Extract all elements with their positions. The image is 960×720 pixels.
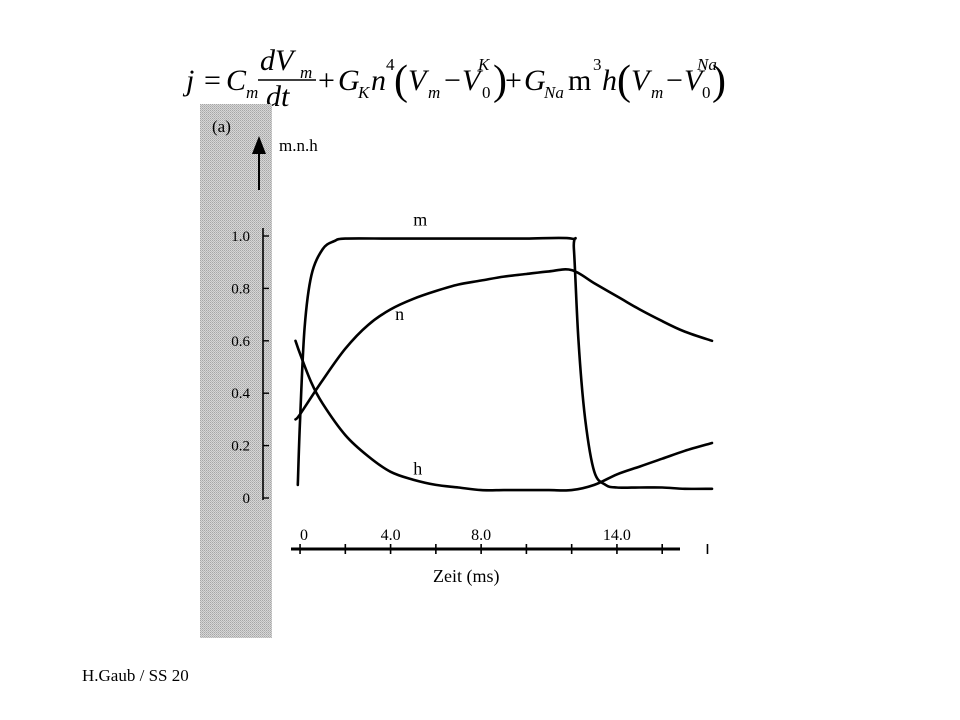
- eq-gna-sub: Na: [543, 83, 564, 102]
- x-tick-label: 8.0: [471, 527, 491, 544]
- y-tick-label: 0.4: [231, 386, 250, 402]
- eq-gna: G: [524, 64, 546, 97]
- eq-v0na-sub: 0: [702, 83, 711, 102]
- eq-gk-sub: K: [357, 83, 371, 102]
- series-h-label: h: [413, 458, 422, 478]
- x-tick-label: 4.0: [381, 527, 401, 544]
- eq-equals: =: [204, 64, 221, 97]
- series-n-curve: [294, 268, 714, 421]
- eq-v0k: V: [462, 64, 484, 97]
- x-tick-label: 0: [300, 527, 308, 544]
- eq-v0k-sub: 0: [482, 83, 491, 102]
- eq-m-exp: 3: [593, 55, 602, 74]
- eq-cm: C: [226, 64, 247, 97]
- eq-v0na-visible: V: [684, 64, 706, 97]
- hodgkin-huxley-equation: j = C m dV m dt + G K n 4 ( V m − V 0 K …: [182, 44, 726, 110]
- eq-vm-1-sub: m: [428, 83, 440, 102]
- eq-m: m: [568, 64, 591, 97]
- y-tick-label: 1.0: [231, 229, 250, 245]
- eq-vm-1: V: [408, 64, 430, 97]
- x-tick-label: 14.0: [603, 527, 631, 544]
- series-m-label: m: [413, 210, 427, 230]
- axis-sidebar-panel: [200, 104, 272, 638]
- eq-plus-2: +: [505, 64, 522, 97]
- series-n-label: n: [395, 304, 404, 324]
- eq-vm-2: V: [631, 64, 653, 97]
- y-axis: 0 0.2 0.4 0.6 0.8 1.0: [231, 136, 269, 507]
- eq-dv-sub: m: [300, 63, 312, 82]
- eq-v0na-sup: Na: [696, 55, 717, 74]
- eq-close-paren-1: ): [493, 58, 507, 104]
- y-tick-label: 0.6: [231, 334, 250, 350]
- eq-lhs: j: [182, 64, 194, 97]
- eq-minus-1: −: [444, 64, 461, 97]
- series-m-curve: [296, 236, 714, 491]
- x-axis: 0 4.0 8.0 14.0: [291, 527, 709, 554]
- panel-label: (a): [212, 117, 231, 136]
- eq-cm-sub: m: [246, 83, 258, 102]
- x-tick-group: 0 4.0 8.0 14.0: [299, 527, 709, 554]
- x-axis-label: Zeit (ms): [433, 566, 499, 587]
- eq-open-paren-2: (: [617, 58, 631, 104]
- eq-n-exp: 4: [386, 55, 395, 74]
- eq-dv: dV: [260, 44, 297, 77]
- eq-vm-2-sub: m: [651, 83, 663, 102]
- plot-series-group: [294, 236, 714, 492]
- eq-n: n: [371, 64, 386, 97]
- y-tick-group: 0 0.2 0.4 0.6 0.8 1.0: [231, 229, 269, 507]
- eq-open-paren-1: (: [394, 58, 408, 104]
- series-h-curve: [294, 339, 714, 492]
- y-axis-label: m.n.h: [279, 136, 318, 155]
- footer-credit: H.Gaub / SS 20: [82, 666, 189, 685]
- eq-v0k-sup: K: [477, 55, 491, 74]
- eq-gk: G: [338, 64, 360, 97]
- series-label-group: m n h: [395, 210, 427, 479]
- eq-close-paren-2: ): [712, 58, 726, 104]
- y-tick-label: 0: [243, 491, 251, 507]
- y-tick-label: 0.2: [231, 439, 250, 455]
- y-axis-arrowhead: [252, 136, 266, 154]
- eq-h: h: [602, 64, 617, 97]
- eq-plus-1: +: [318, 64, 335, 97]
- y-tick-label: 0.8: [231, 281, 250, 297]
- eq-minus-2: −: [666, 64, 683, 97]
